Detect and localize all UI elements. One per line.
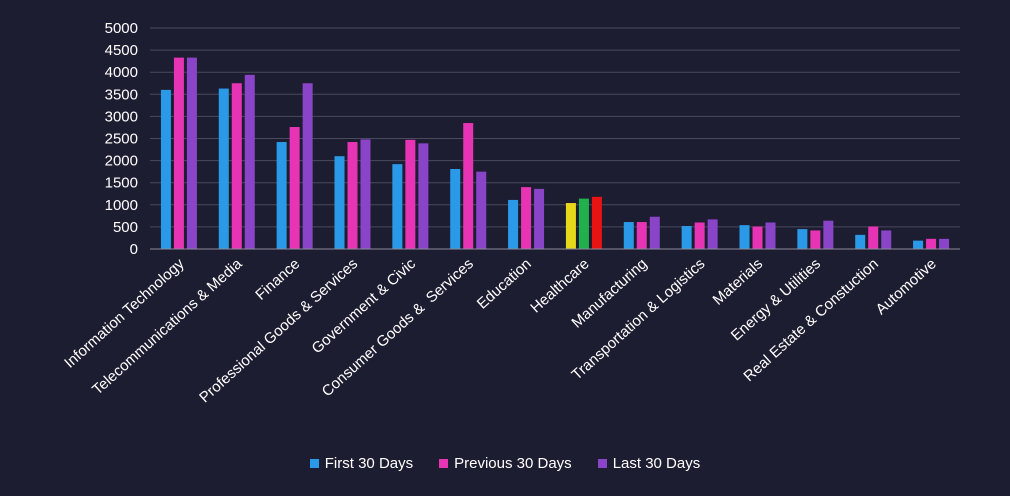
y-tick-label: 0 [130,241,138,258]
bar-automotive-first-30-days [913,240,924,249]
bar-telecommunications-media-first-30-days [218,88,229,249]
legend: First 30 Days Previous 30 Days Last 30 D… [0,455,1010,472]
bar-manufacturing-previous-30-days [636,222,647,249]
y-tick-label: 1000 [105,197,138,214]
bar-transportation-logistics-previous-30-days [694,222,705,249]
bar-information-technology-previous-30-days [173,57,184,249]
bar-energy-utilities-previous-30-days [810,230,821,249]
x-tick-label: Education [474,255,535,312]
bar-education-last-30-days [534,188,545,249]
bar-materials-last-30-days [765,222,776,249]
x-axis-ticks: Information TechnologyTelecommunications… [61,255,940,406]
legend-item-first-30-days: First 30 Days [309,455,414,472]
bar-healthcare-first-30-days [565,203,576,249]
bar-consumer-goods-services-previous-30-days [463,123,474,249]
legend-item-last-30-days: Last 30 Days [597,455,701,472]
bar-energy-utilities-last-30-days [823,220,834,249]
legend-swatch [309,459,319,468]
bar-telecommunications-media-last-30-days [244,74,255,250]
bar-transportation-logistics-last-30-days [707,219,718,249]
y-axis-ticks: 0 500 1000 1500 2000 2500 3000 3500 4000 4500 5000 [105,20,138,258]
bar-manufacturing-first-30-days [623,222,634,249]
bar-automotive-previous-30-days [926,238,937,249]
legend-swatch [439,459,449,468]
y-tick-label: 5000 [105,20,138,37]
bar-consumer-goods-services-first-30-days [450,168,461,249]
x-tick-label: Materials [710,255,767,308]
bar-healthcare-previous-30-days [578,198,589,249]
bar-real-estate-constuction-last-30-days [881,230,892,249]
bar-healthcare-last-30-days [591,196,602,249]
legend-label: Last 30 Days [612,455,701,472]
legend-swatch [597,459,607,468]
bar-transportation-logistics-first-30-days [681,226,692,249]
bar-real-estate-constuction-previous-30-days [868,226,879,249]
bar-education-first-30-days [508,199,519,249]
legend-label: Previous 30 Days [454,455,572,472]
bar-finance-last-30-days [302,83,313,249]
x-tick-label: Automotive [873,255,940,318]
y-tick-label: 1500 [105,175,138,192]
bar-professional-goods-services-first-30-days [334,156,345,249]
bar-professional-goods-services-last-30-days [360,139,371,249]
y-tick-label: 3000 [105,108,138,125]
bar-materials-first-30-days [739,225,750,249]
legend-item-previous-30-days: Previous 30 Days [439,455,572,472]
bar-government-civic-previous-30-days [405,139,416,249]
bar-government-civic-last-30-days [418,143,429,249]
bar-finance-previous-30-days [289,127,300,249]
bar-energy-utilities-first-30-days [797,229,808,249]
bar-automotive-last-30-days [939,238,950,249]
bar-information-technology-last-30-days [186,57,197,249]
bar-consumer-goods-services-last-30-days [476,171,487,249]
legend-label: First 30 Days [324,455,414,472]
bar-telecommunications-media-previous-30-days [231,83,242,249]
bar-real-estate-constuction-first-30-days [855,234,866,249]
bars [160,57,950,250]
x-tick-label: Government & Civic [309,255,420,357]
bar-materials-previous-30-days [752,226,763,249]
bar-chart: 0 500 1000 1500 2000 2500 3000 3500 4000 4500 5000… [61,20,960,406]
bar-education-previous-30-days [521,187,532,249]
gridlines [150,27,960,228]
bar-manufacturing-last-30-days [649,216,660,249]
bar-professional-goods-services-previous-30-days [347,142,358,249]
y-tick-label: 3500 [105,86,138,103]
bar-information-technology-first-30-days [160,89,171,249]
y-tick-label: 2500 [105,131,138,148]
y-tick-label: 500 [113,219,138,236]
x-tick-label: Finance [252,255,303,303]
y-tick-label: 2000 [105,153,138,170]
y-tick-label: 4500 [105,42,138,59]
y-tick-label: 4000 [105,64,138,81]
bar-finance-first-30-days [276,142,287,249]
bar-government-civic-first-30-days [392,164,403,249]
